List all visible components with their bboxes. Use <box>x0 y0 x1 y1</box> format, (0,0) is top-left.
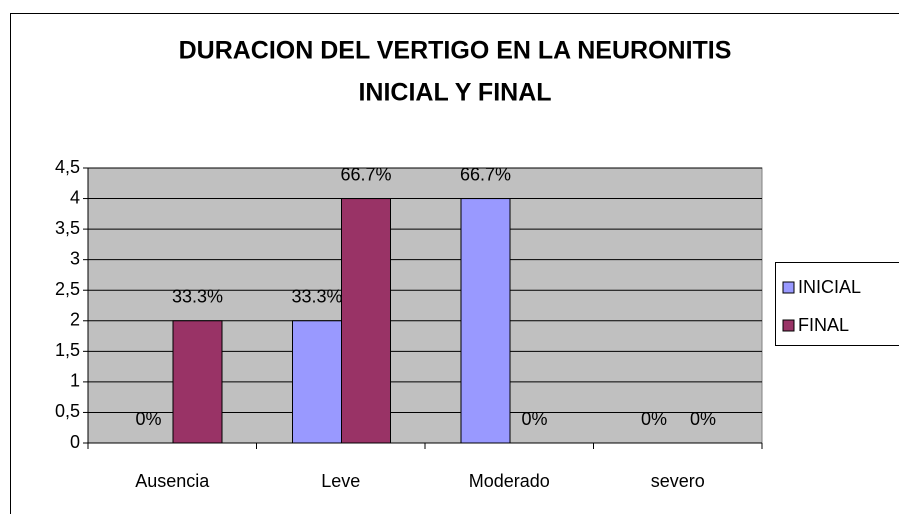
x-tick-label: Leve <box>321 471 360 491</box>
legend-label: INICIAL <box>798 277 861 297</box>
bar <box>460 198 511 444</box>
value-label: 33.3% <box>291 287 342 307</box>
y-tick-label: 4,5 <box>55 157 80 177</box>
y-tick-label: 0 <box>70 432 80 452</box>
value-label: 0% <box>690 409 716 429</box>
value-label: 0% <box>135 409 161 429</box>
legend-label: FINAL <box>798 315 849 335</box>
value-label: 0% <box>641 409 667 429</box>
y-tick-label: 2 <box>70 310 80 330</box>
x-tick-label: severo <box>651 471 705 491</box>
y-tick-label: 0,5 <box>55 401 80 421</box>
y-tick-label: 2,5 <box>55 279 80 299</box>
chart-title: INICIAL Y FINAL <box>358 79 551 107</box>
x-tick-label: Moderado <box>469 471 550 491</box>
value-label: 0% <box>521 409 547 429</box>
y-tick-label: 4 <box>70 187 80 207</box>
value-label: 33.3% <box>172 287 223 307</box>
legend-swatch <box>782 319 795 332</box>
y-tick-label: 1 <box>70 371 80 391</box>
legend-swatch <box>782 281 795 294</box>
y-tick-label: 1,5 <box>55 340 80 360</box>
value-label: 66.7% <box>340 164 391 184</box>
bar <box>341 198 391 444</box>
x-tick-label: Ausencia <box>135 471 210 491</box>
y-tick-label: 3,5 <box>55 218 80 238</box>
chart-title: DURACION DEL VERTIGO EN LA NEURONITIS <box>179 37 732 65</box>
bar <box>172 320 223 444</box>
legend-box <box>775 262 899 346</box>
value-label: 66.7% <box>460 164 511 184</box>
y-tick-label: 3 <box>70 248 80 268</box>
bar <box>292 320 342 444</box>
